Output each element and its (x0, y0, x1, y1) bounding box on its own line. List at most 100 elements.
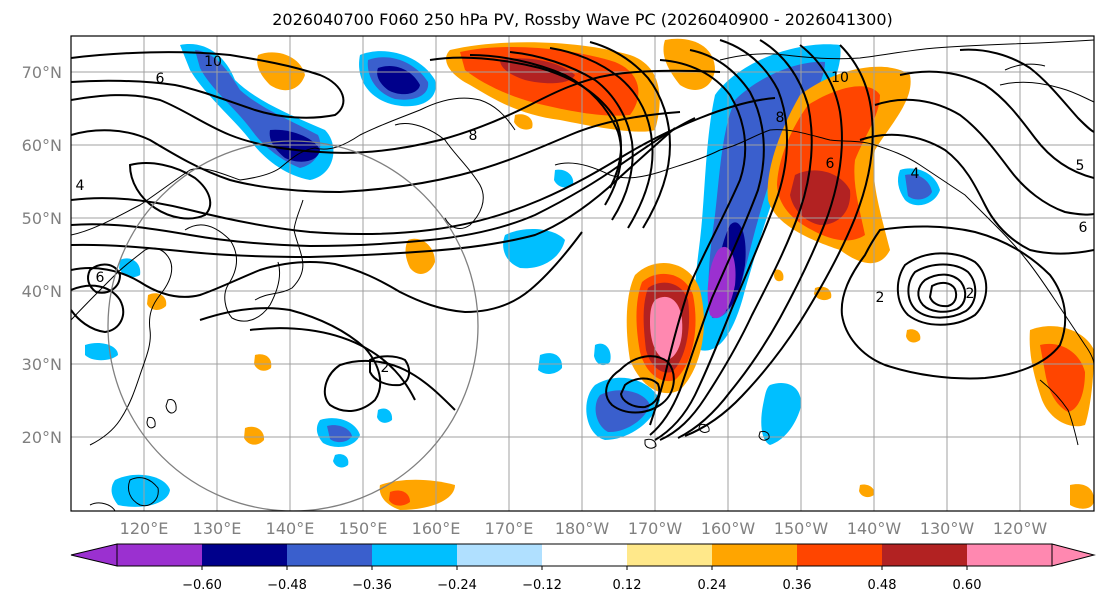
pv-contour (907, 263, 977, 319)
pv-contour (71, 111, 681, 194)
coastline (644, 438, 657, 449)
colorbar-tick-label: −0.36 (352, 578, 392, 593)
colorbar-segment (712, 544, 797, 566)
colorbar-tick-label: −0.48 (267, 578, 307, 593)
latitude-labels: 70°N 60°N 50°N 40°N 30°N 20°N (22, 63, 62, 447)
pv-contour (71, 231, 583, 314)
pv-contour (549, 47, 654, 229)
pv-contour-label: 10 (831, 70, 849, 86)
lat-label: 70°N (22, 63, 62, 82)
pv-contour (959, 48, 1094, 133)
colorbar-tick-label: 0.60 (953, 578, 982, 593)
pv-contour-label: 8 (469, 128, 478, 144)
pv-contour (619, 377, 661, 409)
colorbar-tick-label: −0.60 (182, 578, 222, 593)
coastline (554, 149, 721, 179)
pv-contour (677, 44, 843, 439)
pv-contours (71, 39, 1094, 441)
negative-anomaly (119, 258, 141, 278)
colorbar-tick-label: 0.12 (613, 578, 642, 593)
coastline (254, 199, 304, 301)
pv-contour (659, 39, 813, 441)
coastlines (71, 39, 1094, 511)
negative-anomaly (333, 454, 349, 468)
positive-anomaly (500, 58, 575, 84)
lon-label: 130°W (920, 519, 975, 538)
coastline (394, 123, 484, 229)
pv-contour (71, 284, 125, 334)
pv-contour (649, 49, 765, 436)
lon-label: 120°E (120, 519, 169, 538)
pv-contour-label: 6 (1079, 220, 1088, 236)
lat-label: 40°N (22, 282, 62, 301)
colorbar-segment (797, 544, 882, 566)
colorbar-tick-label: 0.48 (868, 578, 897, 593)
pv-contour (605, 355, 675, 414)
negative-anomaly (594, 343, 611, 366)
colorbar-segment (882, 544, 967, 566)
pv-contour (128, 162, 212, 220)
pv-contour (509, 51, 634, 221)
lon-label: 120°W (993, 519, 1048, 538)
lat-label: 20°N (22, 428, 62, 447)
coastline (71, 247, 173, 446)
lon-label: 140°E (266, 519, 315, 538)
coastline (146, 416, 156, 429)
pv-contour-label: 10 (204, 54, 222, 70)
lon-label: 180°W (555, 519, 610, 538)
colorbar-segment (967, 544, 1052, 566)
positive-anomaly (774, 269, 784, 282)
negative-anomaly (269, 129, 320, 162)
negative-anomaly (761, 382, 801, 445)
pv-contour-labels: 10 8 6 4 2 10 8 6 6 5 4 6 2 2 (76, 54, 1088, 376)
map-frame (70, 35, 1095, 512)
map-area: 10 8 6 4 2 10 8 6 6 5 4 6 2 2 (71, 36, 1094, 511)
coastline (999, 81, 1094, 103)
coastline (758, 430, 770, 441)
pv-contour-label: 6 (156, 71, 165, 87)
pv-contour-label: 2 (966, 286, 975, 302)
pc-shading (85, 38, 1094, 510)
pv-contour (199, 307, 456, 412)
colorbar-tick-label: −0.24 (437, 578, 477, 593)
pv-contour (369, 355, 411, 387)
colorbar-ticks (201, 566, 968, 570)
positive-anomaly (1040, 343, 1085, 412)
colorbar-segment (287, 544, 372, 566)
pv-contour-label: 6 (826, 156, 835, 172)
pv-contour (87, 263, 122, 294)
pv-contour (71, 69, 721, 154)
reference-circle (107, 140, 479, 511)
colorbar: −0.60 −0.48 −0.36 −0.24 −0.12 0.12 0.24 … (70, 543, 1096, 593)
pv-contour (71, 51, 345, 119)
lat-label: 50°N (22, 209, 62, 228)
lon-label: 130°E (193, 519, 242, 538)
pv-contour-label: 8 (776, 110, 785, 126)
colorbar-segment (542, 544, 627, 566)
pv-contour (928, 281, 958, 308)
coastline (127, 477, 159, 507)
lon-label: 150°E (339, 519, 388, 538)
pv-contour (71, 127, 676, 259)
positive-anomaly (906, 329, 921, 343)
pv-contour (896, 252, 988, 326)
pv-contour-label: 4 (76, 178, 85, 194)
colorbar-tick-label: 0.36 (783, 578, 812, 593)
positive-anomaly (254, 354, 272, 371)
longitude-labels: 120°E 130°E 140°E 150°E 160°E 170°E 180°… (120, 519, 1048, 538)
positive-anomaly (859, 484, 875, 498)
pv-contour (899, 70, 1094, 179)
pv-contour (684, 44, 874, 437)
negative-anomaly (554, 169, 574, 188)
pv-contour (917, 273, 967, 313)
pv-contour (649, 59, 747, 426)
coastline (184, 224, 281, 322)
positive-anomaly (405, 238, 435, 274)
coastline (71, 97, 516, 236)
lon-label: 140°W (847, 519, 902, 538)
colorbar-extend-low (70, 543, 118, 567)
negative-anomaly (377, 408, 393, 423)
pv-contour (249, 327, 416, 401)
lon-label: 160°W (701, 519, 756, 538)
